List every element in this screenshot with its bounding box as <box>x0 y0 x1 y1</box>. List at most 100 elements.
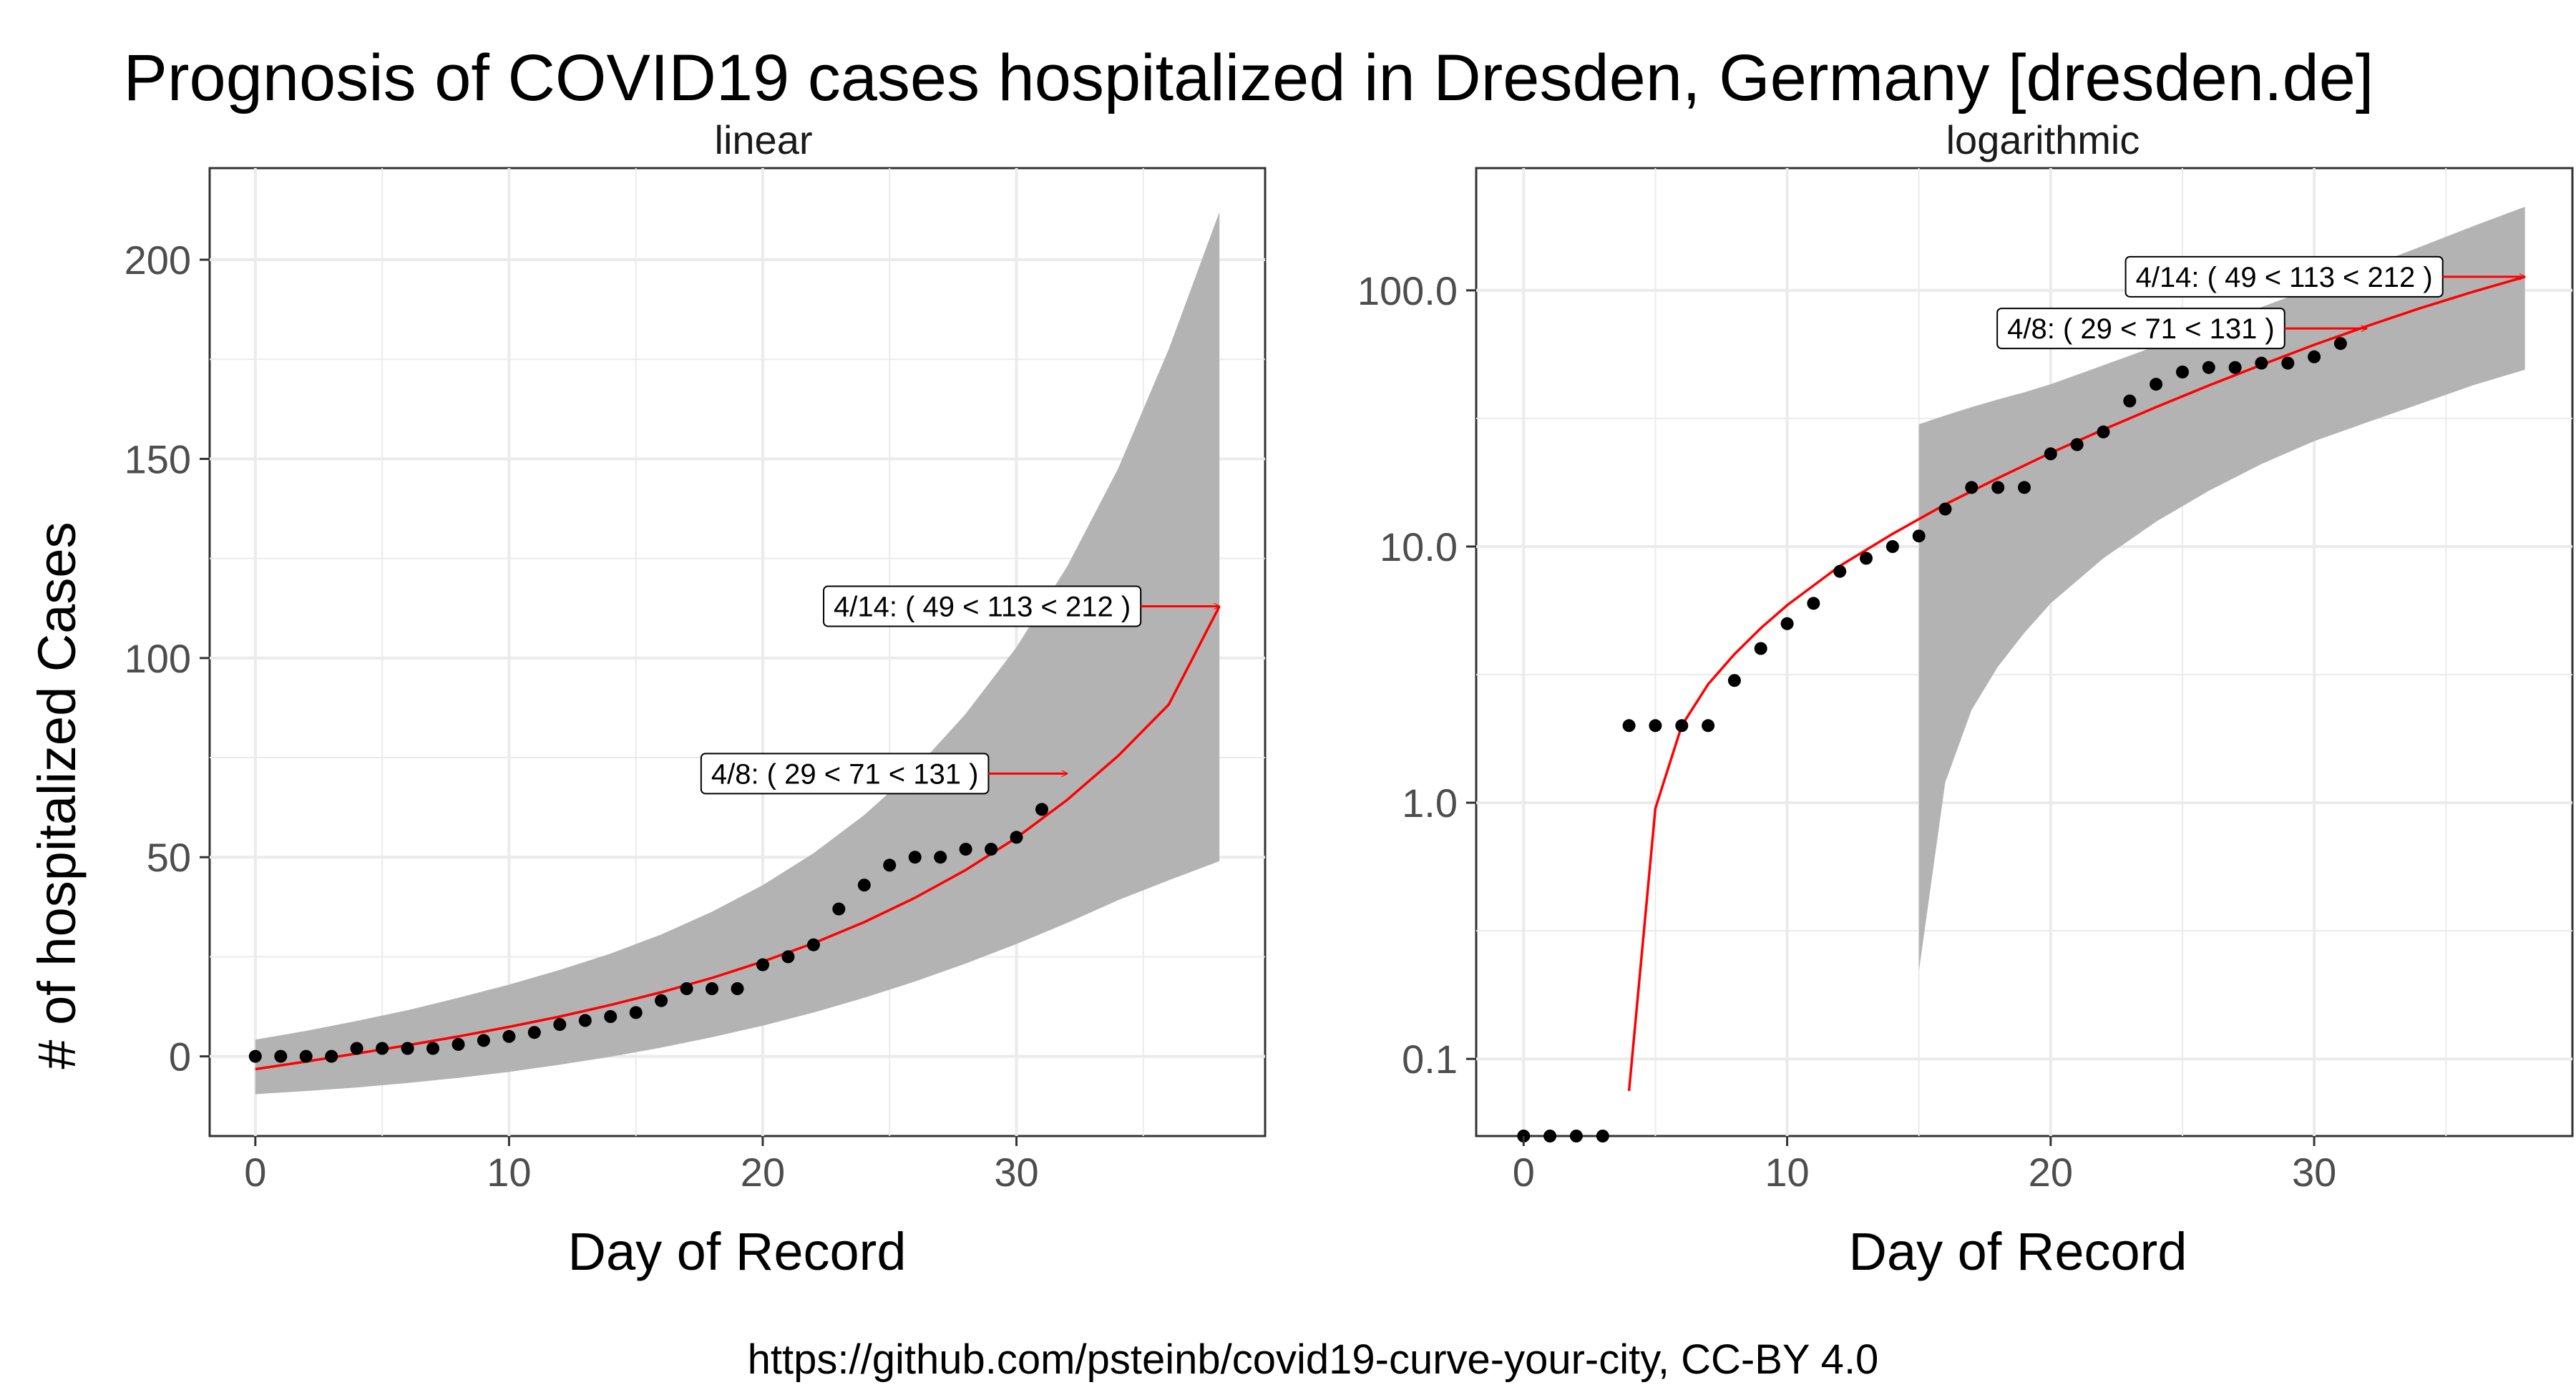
data-point <box>655 994 668 1007</box>
data-point <box>1885 540 1899 553</box>
fit-layer-linear <box>255 605 1221 1071</box>
panel-title-linear: linear <box>715 117 813 162</box>
x-tick-label: 30 <box>994 1150 1038 1195</box>
data-point <box>806 938 820 951</box>
data-point <box>2202 361 2215 374</box>
data-point <box>350 1042 364 1055</box>
data-point <box>2255 356 2268 370</box>
fit-line-linear <box>255 605 1221 1071</box>
y-axis-label: # of hospitalized Cases <box>27 522 87 1069</box>
points-layer-logarithmic <box>1517 337 2347 1142</box>
data-point <box>1649 719 1662 733</box>
annotation-label: 4/8: ( 29 < 71 < 131 ) <box>2007 313 2275 345</box>
data-point <box>2308 350 2321 363</box>
data-point <box>959 843 972 856</box>
points-layer-linear <box>248 803 1048 1063</box>
data-point <box>1965 481 1979 494</box>
data-point <box>502 1029 516 1043</box>
chart-title: Prognosis of COVID19 cases hospitalized … <box>124 41 2374 114</box>
data-point <box>527 1026 541 1039</box>
data-point <box>756 958 769 971</box>
y-tick-label: 1.0 <box>1402 780 1458 826</box>
annotations-layer-linear: 4/8: ( 29 < 71 < 131 ) 4/14: ( 49 < 113 <… <box>700 585 1219 795</box>
annotation-label: 4/14: ( 49 < 113 < 212 ) <box>2136 262 2433 293</box>
data-point <box>2228 361 2242 374</box>
data-point <box>325 1049 338 1063</box>
data-point <box>1622 719 1636 733</box>
ticks-layer-linear: 0 10 20 30 0 50 100 150 200 <box>125 238 1039 1195</box>
ribbon-layer-linear <box>255 212 1220 1095</box>
fit-layer-logarithmic <box>1627 275 2526 1092</box>
annotation-label: 4/8: ( 29 < 71 < 131 ) <box>711 758 979 790</box>
y-tick-label: 100 <box>125 636 191 681</box>
x-tick-label: 20 <box>2029 1150 2073 1195</box>
ticks-layer-logarithmic: 0 10 20 30 0.1 1.0 10.0 100.0 <box>1357 268 2336 1195</box>
prediction-ribbon-logarithmic <box>1918 207 2525 971</box>
data-point <box>1938 502 1952 516</box>
data-point <box>1675 719 1689 733</box>
data-point <box>553 1018 567 1032</box>
data-point <box>2150 378 2163 391</box>
y-tick-label: 0.1 <box>1402 1037 1458 1082</box>
data-point <box>934 851 947 864</box>
data-point <box>1833 564 1847 578</box>
data-point <box>857 878 871 892</box>
data-point <box>781 950 795 964</box>
data-point <box>706 982 718 995</box>
data-point <box>578 1014 592 1027</box>
data-point <box>1543 1130 1557 1142</box>
data-point <box>680 982 693 995</box>
data-point <box>2018 481 2031 494</box>
data-point <box>629 1006 643 1019</box>
x-tick-label: 0 <box>244 1150 266 1195</box>
x-tick-label: 10 <box>487 1150 531 1195</box>
x-tick-label: 0 <box>1513 1150 1535 1195</box>
data-point <box>1860 552 1873 565</box>
data-point <box>274 1049 288 1063</box>
x-tick-label: 10 <box>1765 1150 1809 1195</box>
panel-logarithmic: logarithmic 4/8: ( 29 < 71 < 131 ) 4/14: … <box>1357 117 2574 1281</box>
y-tick-label: 50 <box>147 835 191 880</box>
data-point <box>1596 1130 1609 1142</box>
ribbon-layer-logarithmic <box>1918 207 2525 971</box>
data-point <box>1754 642 1767 655</box>
data-point <box>1010 831 1023 844</box>
y-tick-label: 150 <box>125 436 191 481</box>
x-tick-label: 30 <box>2292 1150 2336 1195</box>
annotations-layer-logarithmic: 4/8: ( 29 < 71 < 131 ) 4/14: ( 49 < 113 <… <box>1996 255 2525 350</box>
data-point <box>426 1042 439 1055</box>
data-point <box>985 843 998 856</box>
data-point <box>2097 425 2110 439</box>
data-point <box>832 902 846 916</box>
data-point <box>1780 617 1794 630</box>
data-point <box>1807 597 1820 610</box>
data-point <box>2044 447 2057 461</box>
data-point <box>248 1049 262 1063</box>
data-point <box>1991 481 2005 494</box>
data-point <box>1569 1130 1583 1142</box>
data-point <box>1702 719 1715 733</box>
fit-line-logarithmic <box>1627 275 2526 1092</box>
data-point <box>2176 366 2189 378</box>
prediction-ribbon-linear <box>255 212 1220 1095</box>
y-tick-label: 10.0 <box>1380 524 1458 569</box>
annotation-label: 4/14: ( 49 < 113 < 212 ) <box>834 591 1131 622</box>
x-axis-label-linear: Day of Record <box>568 1222 907 1281</box>
data-point <box>477 1034 490 1047</box>
y-tick-label: 100.0 <box>1357 268 1458 313</box>
data-point <box>908 851 922 864</box>
data-point <box>2070 438 2084 451</box>
panel-title-logarithmic: logarithmic <box>1946 117 2140 162</box>
data-point <box>1912 529 1926 543</box>
source-caption: https://github.com/psteinb/covid19-curve… <box>748 1336 1879 1383</box>
data-point <box>2123 394 2137 408</box>
data-point <box>1727 674 1741 687</box>
data-point <box>604 1010 618 1023</box>
data-point <box>2281 356 2295 370</box>
y-tick-label: 200 <box>125 238 191 283</box>
data-point <box>2333 337 2347 351</box>
data-point <box>376 1042 389 1055</box>
x-tick-label: 20 <box>741 1150 785 1195</box>
data-point <box>1035 803 1048 816</box>
